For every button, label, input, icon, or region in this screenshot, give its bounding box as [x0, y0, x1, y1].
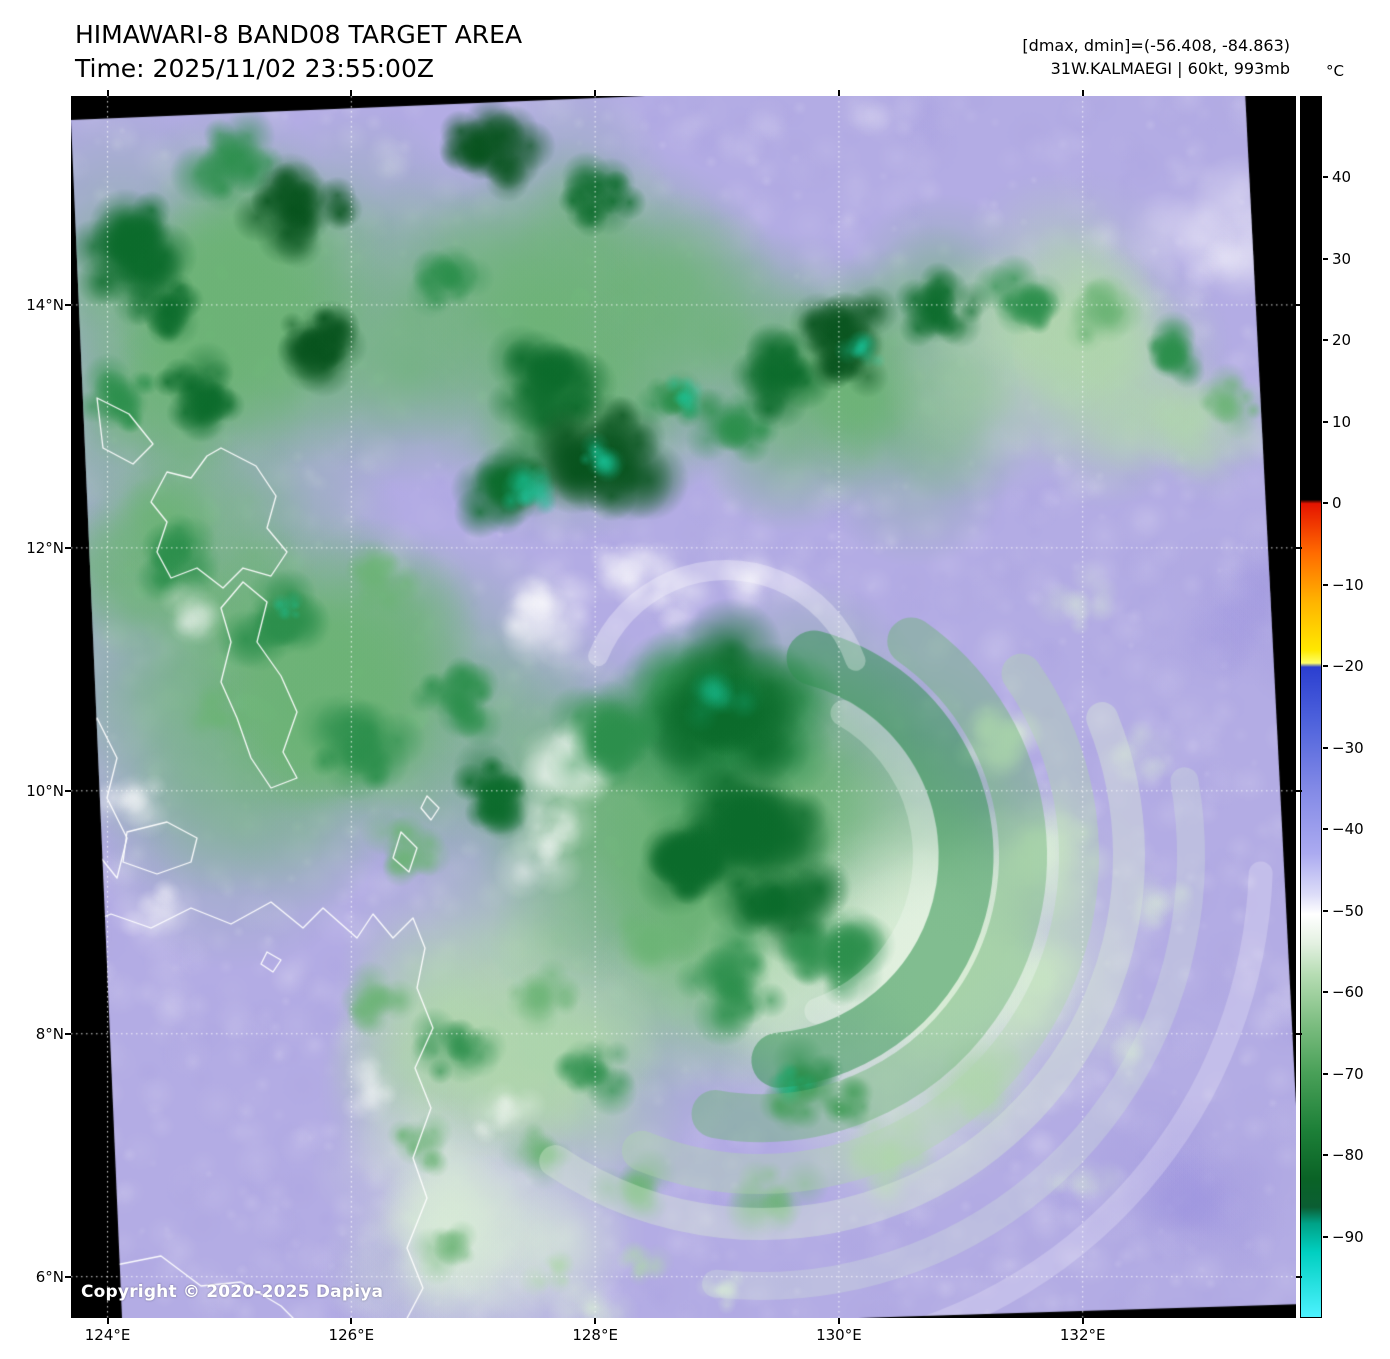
figure-title: HIMAWARI-8 BAND08 TARGET AREA	[75, 20, 523, 49]
axis-tick-mark	[1296, 1275, 1302, 1278]
lon-tick-label: 128°E	[572, 1326, 618, 1344]
axis-tick-mark	[1296, 546, 1302, 549]
axis-tick-mark	[350, 90, 353, 96]
dmax-dmin-annotation: [dmax, dmin]=(-56.408, -84.863)	[1022, 36, 1290, 55]
axis-tick-mark	[106, 90, 109, 96]
lat-tick-label: 12°N	[26, 538, 64, 557]
lat-tick-label: 14°N	[26, 295, 64, 314]
axis-tick-mark	[1296, 789, 1302, 792]
copyright-label: Copyright © 2020-2025 Dapiya	[81, 1282, 384, 1302]
lat-tick-label: 8°N	[35, 1024, 64, 1043]
colorbar-tick-label: −40	[1332, 820, 1364, 839]
colorbar-tick-mark	[1323, 828, 1328, 831]
colorbar-tick-mark	[1323, 746, 1328, 749]
colorbar-tick-mark	[1323, 420, 1328, 423]
axis-tick-mark	[837, 90, 840, 96]
figure-timestamp: Time: 2025/11/02 23:55:00Z	[75, 54, 434, 83]
colorbar-tick-label: 40	[1332, 168, 1352, 187]
colorbar-tick-label: −70	[1332, 1064, 1364, 1083]
axis-tick-mark	[837, 1318, 840, 1324]
colorbar-tick-label: −90	[1332, 1227, 1364, 1246]
axis-tick-mark	[65, 1032, 71, 1035]
colorbar-tick-mark	[1323, 502, 1328, 505]
axis-tick-mark	[1296, 1032, 1302, 1035]
axis-tick-mark	[1296, 303, 1302, 306]
colorbar-tick-label: 30	[1332, 249, 1352, 268]
axis-tick-mark	[65, 1275, 71, 1278]
colorbar-tick-label: −20	[1332, 657, 1364, 676]
colorbar-unit-label: °C	[1326, 62, 1344, 80]
colorbar-tick-label: 0	[1332, 494, 1342, 513]
colorbar-tick-mark	[1323, 583, 1328, 586]
axis-tick-mark	[106, 1318, 109, 1324]
lon-tick-label: 132°E	[1059, 1326, 1106, 1344]
annotation-block: [dmax, dmin]=(-56.408, -84.863) 31W.KALM…	[1022, 34, 1290, 80]
lon-tick-label: 124°E	[84, 1326, 131, 1344]
axis-tick-mark	[65, 789, 71, 792]
colorbar-tick-label: −80	[1332, 1146, 1364, 1165]
colorbar-tick-mark	[1323, 1235, 1328, 1238]
colorbar-tick-mark	[1323, 257, 1328, 260]
colorbar-tick-mark	[1323, 991, 1328, 994]
axis-tick-mark	[594, 90, 597, 96]
lon-tick-label: 130°E	[816, 1326, 862, 1344]
lat-tick-label: 10°N	[26, 781, 64, 800]
storm-info-annotation: 31W.KALMAEGI | 60kt, 993mb	[1050, 59, 1290, 78]
colorbar-tick-mark	[1323, 665, 1328, 668]
colorbar-tick-label: −30	[1332, 738, 1364, 757]
axis-tick-mark	[594, 1318, 597, 1324]
lon-tick-label: 126°E	[328, 1326, 375, 1344]
temperature-colorbar	[1300, 96, 1322, 1318]
axis-tick-mark	[1081, 1318, 1084, 1324]
lat-tick-label: 6°N	[35, 1267, 64, 1286]
axis-tick-mark	[350, 1318, 353, 1324]
axis-tick-mark	[1081, 90, 1084, 96]
colorbar-tick-label: −50	[1332, 901, 1364, 920]
colorbar-tick-label: −10	[1332, 575, 1364, 594]
colorbar-tick-mark	[1323, 176, 1328, 179]
colorbar-tick-label: −60	[1332, 983, 1364, 1002]
colorbar-tick-mark	[1323, 1154, 1328, 1157]
colorbar-tick-label: 10	[1332, 412, 1352, 431]
colorbar-tick-mark	[1323, 1072, 1328, 1075]
satellite-imagery-canvas	[71, 96, 1296, 1318]
colorbar-tick-label: 20	[1332, 331, 1352, 350]
map-plot-area: Copyright © 2020-2025 Dapiya	[71, 96, 1296, 1318]
colorbar-tick-mark	[1323, 339, 1328, 342]
axis-tick-mark	[65, 546, 71, 549]
colorbar-tick-mark	[1323, 909, 1328, 912]
axis-tick-mark	[65, 303, 71, 306]
